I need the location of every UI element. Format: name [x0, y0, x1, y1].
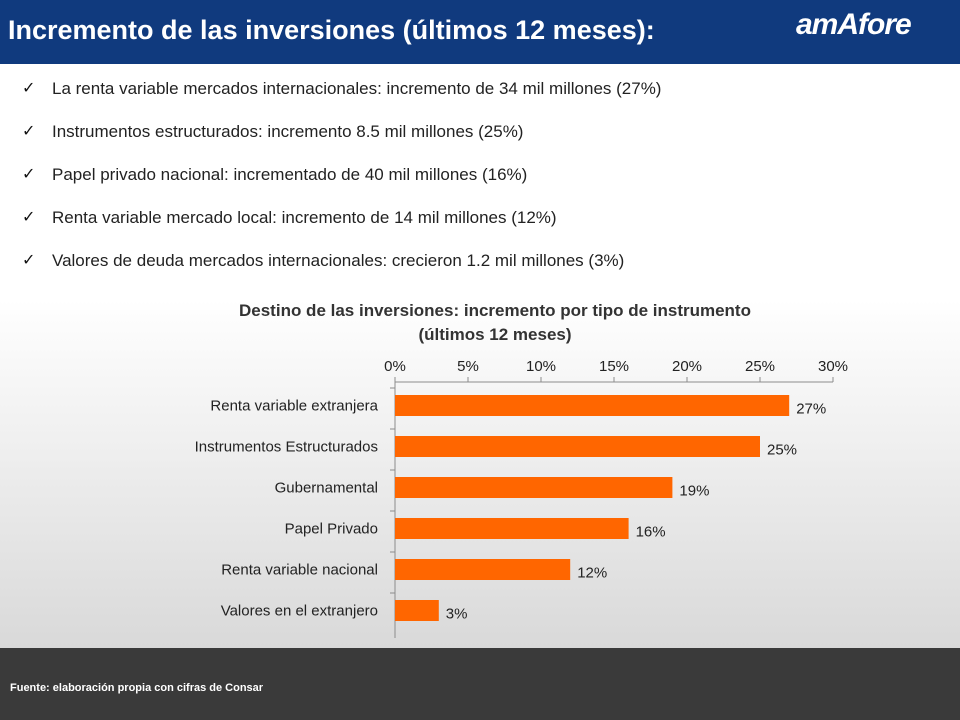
bar-chart: 0% 5% 10% 15% 20% 25% 30% Renta variable extran… [195, 358, 848, 638]
data-label: 27% [796, 401, 826, 418]
bar [395, 518, 629, 539]
header-bar: Incremento de las inversiones (últimos 1… [0, 0, 960, 64]
chart-title-line-2: (últimos 12 meses) [418, 325, 572, 344]
category-label: Renta variable extranjera [210, 398, 378, 415]
page-title: Incremento de las inversiones (últimos 1… [8, 15, 655, 45]
bullet-text: Papel privado nacional: incrementado de … [52, 165, 528, 184]
check-icon: ✓ [22, 209, 36, 226]
bar [395, 600, 439, 621]
check-icon: ✓ [22, 252, 36, 269]
amafore-logo: amAfore [796, 8, 912, 41]
bullet-text: Renta variable mercado local: incremento… [52, 208, 557, 227]
category-label: Renta variable nacional [221, 562, 378, 579]
bar [395, 436, 760, 457]
data-label: 3% [446, 606, 468, 623]
bar [395, 477, 673, 498]
bar [395, 395, 790, 416]
check-icon: ✓ [22, 123, 36, 140]
check-icon: ✓ [22, 80, 36, 97]
chart-title-line-1: Destino de las inversiones: incremento p… [239, 301, 751, 320]
x-tick-label: 25% [745, 358, 775, 375]
category-label: Papel Privado [285, 521, 378, 538]
x-tick-label: 0% [384, 358, 406, 375]
data-label: 25% [767, 442, 797, 459]
bullet-text: La renta variable mercados internacional… [52, 79, 662, 98]
source-note: Fuente: elaboración propia con cifras de… [10, 682, 264, 694]
x-tick-label: 30% [818, 358, 848, 375]
category-label: Gubernamental [275, 480, 378, 497]
bullet-text: Valores de deuda mercados internacionale… [52, 251, 625, 270]
x-tick-label: 20% [672, 358, 702, 375]
bar [395, 559, 571, 580]
x-tick-label: 10% [526, 358, 556, 375]
category-label: Instrumentos Estructurados [195, 439, 378, 456]
data-label: 16% [636, 524, 666, 541]
category-label: Valores en el extranjero [221, 603, 378, 620]
check-icon: ✓ [22, 166, 36, 183]
data-label: 12% [577, 565, 607, 582]
x-tick-label: 5% [457, 358, 479, 375]
data-label: 19% [679, 483, 709, 500]
x-tick-label: 15% [599, 358, 629, 375]
chart-title: Destino de las inversiones: incremento p… [150, 299, 840, 347]
footer-bar: Fuente: elaboración propia con cifras de… [0, 648, 960, 720]
bullet-text: Instrumentos estructurados: incremento 8… [52, 122, 524, 141]
